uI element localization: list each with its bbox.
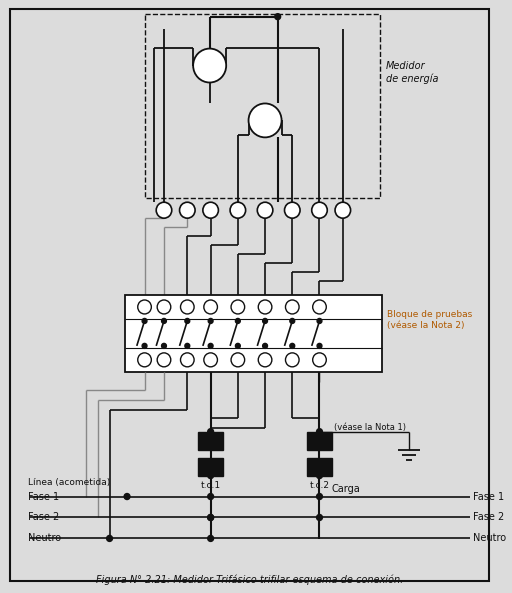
Circle shape [313,353,326,367]
Circle shape [208,535,214,541]
Text: Fase 2: Fase 2 [28,512,59,522]
Circle shape [316,429,323,435]
Circle shape [258,300,272,314]
Circle shape [290,318,295,323]
Text: Figura N° 2.21: Medidor Trifásico trifilar esquema de conexión.: Figura N° 2.21: Medidor Trifásico trifil… [96,574,403,585]
Circle shape [316,515,323,521]
Circle shape [236,343,240,348]
Circle shape [203,202,219,218]
Circle shape [263,318,267,323]
Circle shape [157,353,171,367]
Circle shape [157,300,171,314]
Bar [198,458,223,476]
Circle shape [208,343,213,348]
Circle shape [316,493,323,499]
Bar [125,295,382,372]
Circle shape [335,202,351,218]
Circle shape [208,515,214,521]
Text: Línea (acometida): Línea (acometida) [28,478,110,487]
Text: t.c.2: t.c.2 [309,481,330,490]
Text: Neutro: Neutro [473,534,506,543]
Circle shape [204,300,218,314]
Text: Carga: Carga [331,483,360,493]
Circle shape [313,300,326,314]
Circle shape [286,300,299,314]
Circle shape [317,318,322,323]
Circle shape [124,493,130,499]
Circle shape [185,318,190,323]
Circle shape [285,202,300,218]
Circle shape [142,318,147,323]
Circle shape [181,300,194,314]
Circle shape [258,353,272,367]
Circle shape [185,343,190,348]
Bar [144,14,380,198]
Circle shape [208,515,214,521]
Circle shape [204,353,218,367]
Circle shape [208,429,214,435]
Circle shape [290,343,295,348]
Circle shape [258,202,273,218]
Circle shape [230,202,246,218]
Text: Fase 1: Fase 1 [473,492,504,502]
Text: Fase 2: Fase 2 [473,512,504,522]
Circle shape [275,14,281,20]
Bar [307,432,332,449]
Circle shape [138,353,152,367]
Text: t.c.1: t.c.1 [201,481,221,490]
Circle shape [180,202,195,218]
Circle shape [312,202,327,218]
Circle shape [236,318,240,323]
Text: (véase la Nota 1): (véase la Nota 1) [334,423,406,432]
Circle shape [208,318,213,323]
Circle shape [142,343,147,348]
Circle shape [181,353,194,367]
Circle shape [263,343,267,348]
Circle shape [248,103,282,138]
Circle shape [156,202,172,218]
Circle shape [286,353,299,367]
Bar [307,458,332,476]
Circle shape [208,473,214,479]
Text: Medidor
de energía: Medidor de energía [386,62,438,84]
Circle shape [162,318,166,323]
Text: Fase 1: Fase 1 [28,492,59,502]
Bar [198,432,223,449]
Circle shape [138,300,152,314]
Circle shape [231,353,245,367]
Text: Neutro: Neutro [28,534,61,543]
Circle shape [162,343,166,348]
Circle shape [208,493,214,499]
Circle shape [316,473,323,479]
Circle shape [106,535,113,541]
Text: Bloque de pruebas
(véase la Nota 2): Bloque de pruebas (véase la Nota 2) [387,310,472,330]
Circle shape [193,49,226,82]
Circle shape [317,343,322,348]
Circle shape [231,300,245,314]
